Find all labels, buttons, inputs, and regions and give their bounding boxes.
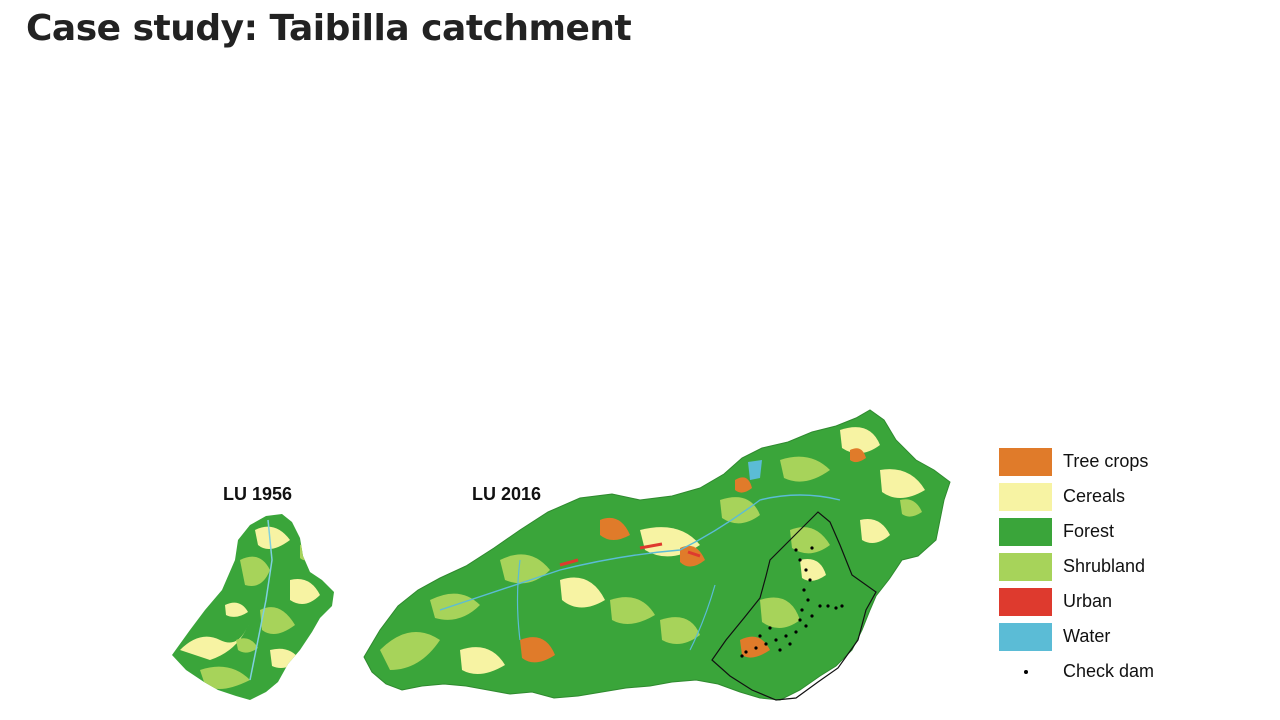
legend-item-check-dam: Check dam <box>999 654 1269 689</box>
map-2016 <box>363 409 951 701</box>
water-swatch <box>999 622 1052 651</box>
legend-label: Shrubland <box>1063 556 1146 576</box>
legend-item-tree-crops: Tree crops <box>999 444 1269 479</box>
map-label-1956: LU 1956 <box>223 484 293 504</box>
legend-item-shrubland: Shrubland <box>999 549 1269 584</box>
tree-crops-swatch <box>999 447 1052 476</box>
legend-item-urban: Urban <box>999 584 1269 619</box>
shrubland-swatch <box>999 552 1052 581</box>
legend-label: Check dam <box>1063 661 1155 681</box>
check-dam-dot-icon <box>1023 669 1028 674</box>
map-label-2016: LU 2016 <box>472 484 542 504</box>
forest-swatch <box>999 517 1052 546</box>
legend-item-cereals: Cereals <box>999 479 1269 514</box>
legend-item-forest: Forest <box>999 514 1269 549</box>
legend-label: Urban <box>1063 591 1113 611</box>
map-1956 <box>172 514 334 700</box>
legend-item-water: Water <box>999 619 1269 654</box>
legend-label: Cereals <box>1063 486 1126 506</box>
sub-catchment-outline <box>711 511 877 701</box>
legend: Tree crops Cereals Forest Shrubland Urba… <box>999 444 1269 689</box>
check-dam-symbol <box>999 658 1052 686</box>
legend-label: Tree crops <box>1063 451 1149 471</box>
slide-title: Case study: Taibilla catchment <box>26 8 632 49</box>
urban-swatch <box>999 587 1052 616</box>
cereals-swatch <box>999 482 1052 511</box>
legend-label: Water <box>1063 626 1111 646</box>
check-dam-points <box>740 546 844 658</box>
legend-label: Forest <box>1063 521 1115 541</box>
